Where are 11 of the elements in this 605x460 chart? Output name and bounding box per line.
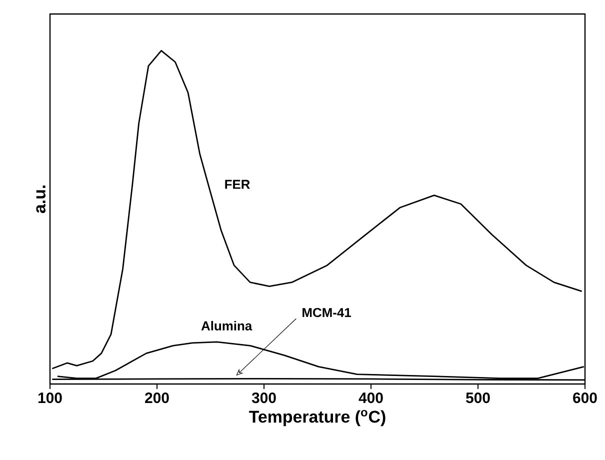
x-tick-label: 300 xyxy=(252,392,276,404)
y-axis-title: a.u. xyxy=(36,186,46,214)
series-label: FER xyxy=(225,180,250,189)
x-axis-title: Temperature ($^{o}$C) xyxy=(249,410,386,426)
x-tick-label: 500 xyxy=(466,392,490,404)
annotation: MCM-41 xyxy=(302,308,351,318)
x-tick-label: 100 xyxy=(38,392,62,404)
x-tick-label: 400 xyxy=(358,392,383,404)
x-tick-label: 600 xyxy=(573,392,597,404)
series-label: Alumina xyxy=(201,320,252,330)
x-tick-label: 200 xyxy=(145,392,169,404)
